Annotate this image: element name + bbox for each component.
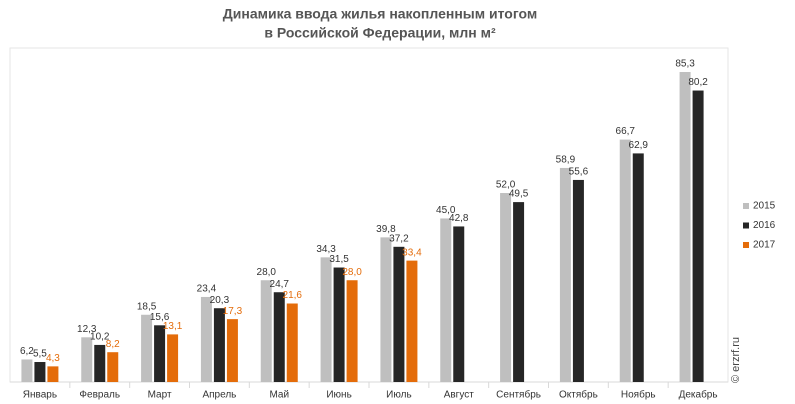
- value-label: 33,4: [402, 247, 422, 258]
- value-label: 31,5: [329, 254, 349, 265]
- value-label: 13,1: [163, 321, 183, 332]
- x-tick-label: Июнь: [326, 390, 351, 401]
- value-label: 23,4: [197, 284, 217, 295]
- value-label: 4,3: [46, 353, 60, 364]
- bar: [260, 280, 272, 382]
- x-tick-label: Июль: [386, 390, 412, 401]
- legend-swatch: [743, 203, 749, 209]
- bar: [632, 153, 644, 382]
- bar: [320, 257, 332, 382]
- bar: [346, 280, 358, 382]
- bar: [200, 296, 212, 382]
- bar: [619, 139, 631, 382]
- value-label: 45,0: [436, 205, 456, 216]
- value-label: 6,2: [20, 346, 34, 357]
- bar: [513, 202, 525, 382]
- x-tick-label: Март: [148, 390, 172, 401]
- x-tick-label: Январь: [23, 390, 57, 401]
- bar: [47, 366, 59, 382]
- value-label: 12,3: [77, 324, 97, 335]
- value-label: 17,3: [223, 306, 243, 317]
- value-label: 58,9: [556, 155, 576, 166]
- bar: [286, 303, 298, 382]
- value-label: 28,0: [257, 267, 277, 278]
- legend-label: 2017: [753, 240, 776, 251]
- bar: [500, 193, 512, 382]
- value-label: 80,2: [688, 77, 708, 88]
- value-label: 18,5: [137, 301, 157, 312]
- bar: [213, 308, 225, 382]
- value-label: 85,3: [675, 59, 695, 70]
- value-label: 10,2: [90, 332, 110, 343]
- x-tick-label: Апрель: [202, 390, 236, 401]
- bar: [572, 179, 584, 382]
- x-tick-label: Октябрь: [559, 389, 598, 401]
- legend-swatch: [743, 222, 749, 229]
- value-label: 37,2: [389, 233, 409, 244]
- bar: [141, 314, 153, 382]
- bar: [167, 334, 179, 382]
- bar: [440, 218, 452, 382]
- value-label: 55,6: [569, 167, 589, 178]
- chart-title: в Российской Федерации, млн м²: [264, 25, 496, 41]
- value-label: 24,7: [270, 279, 290, 290]
- value-label: 8,2: [106, 339, 120, 350]
- bar: [679, 72, 691, 382]
- value-label: 15,6: [150, 312, 170, 323]
- x-tick-label: Февраль: [79, 390, 120, 401]
- bar: [380, 237, 392, 382]
- value-label: 5,5: [33, 349, 47, 360]
- bar: [94, 344, 106, 382]
- bar: [273, 292, 285, 382]
- bar: [107, 352, 119, 382]
- value-label: 34,3: [316, 244, 336, 255]
- bar: [453, 226, 465, 382]
- bar: [21, 359, 33, 382]
- legend-label: 2016: [753, 220, 776, 231]
- value-label: 42,8: [449, 213, 469, 224]
- bar: [406, 260, 418, 382]
- value-label: 20,3: [210, 295, 230, 306]
- legend-swatch: [743, 242, 749, 248]
- bar: [154, 325, 166, 382]
- x-tick-label: Сентябрь: [496, 389, 541, 401]
- bar: [226, 319, 238, 382]
- bar: [692, 90, 704, 383]
- value-label: 39,8: [376, 224, 396, 235]
- bar: [81, 337, 93, 382]
- bar: [393, 246, 405, 382]
- chart-title: Динамика ввода жилья накопленным итогом: [223, 6, 537, 22]
- bar: [559, 167, 571, 382]
- x-tick-label: Май: [269, 390, 289, 401]
- watermark: © erzrf.ru: [730, 337, 742, 383]
- bar: [333, 267, 345, 382]
- bar: [34, 362, 46, 382]
- x-tick-label: Август: [444, 390, 475, 401]
- value-label: 21,6: [283, 290, 303, 301]
- value-label: 52,0: [496, 180, 516, 191]
- x-tick-label: Декабрь: [679, 389, 718, 401]
- x-tick-label: Ноябрь: [621, 389, 656, 401]
- legend-label: 2015: [753, 201, 776, 212]
- value-label: 66,7: [616, 126, 636, 137]
- value-label: 62,9: [629, 140, 649, 151]
- value-label: 28,0: [342, 267, 362, 278]
- value-label: 49,5: [509, 189, 529, 200]
